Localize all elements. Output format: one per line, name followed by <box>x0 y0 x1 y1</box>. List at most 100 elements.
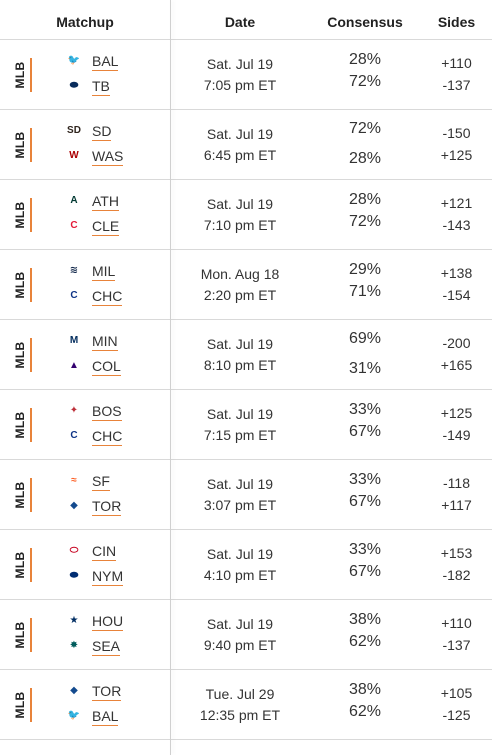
nationals-logo-icon: W <box>69 150 79 161</box>
home-team-abbr[interactable]: CHC <box>92 288 123 306</box>
away-team-abbr[interactable]: SD <box>92 123 112 141</box>
consensus-home: 67% <box>348 493 382 510</box>
table-row[interactable]: MLB SD SD W WAS Sat. Jul 19 6:45 pm ET 7… <box>0 110 492 180</box>
table-row[interactable]: MLB ◆ TOR 🐦 BAL Tue. Jul 29 12:35 pm ET … <box>0 670 492 740</box>
away-team[interactable]: ✦ BOS <box>66 401 166 421</box>
away-team[interactable]: M MIN <box>66 331 166 351</box>
home-moneyline[interactable]: -143 <box>442 217 471 233</box>
home-team[interactable]: ◆ TOR <box>66 496 166 516</box>
table-row[interactable]: MLB ≈ SF ◆ TOR Sat. Jul 19 3:07 pm ET 33… <box>0 460 492 530</box>
table-row[interactable]: MLB ≋ MIL C CHC Mon. Aug 18 2:20 pm ET 2… <box>0 250 492 320</box>
home-team-abbr[interactable]: TB <box>92 78 110 96</box>
league-label: MLB <box>10 478 32 512</box>
home-moneyline[interactable]: -149 <box>442 427 471 443</box>
home-moneyline[interactable]: -137 <box>442 637 471 653</box>
table-row[interactable]: MLB M MIN ▲ COL Sat. Jul 19 8:10 pm ET 6… <box>0 320 492 390</box>
sides-column-header[interactable]: Sides <box>437 14 476 30</box>
table-row[interactable]: MLB A ATH C CLE Sat. Jul 19 7:10 pm ET 2… <box>0 180 492 250</box>
league-label: MLB <box>10 198 32 232</box>
away-team[interactable]: ≋ MIL <box>66 261 166 281</box>
consensus-away: 33% <box>348 401 382 418</box>
home-moneyline[interactable]: +165 <box>440 357 473 373</box>
table-row[interactable]: MLB ⬭ CIN ⬬ NYM Sat. Jul 19 4:10 pm ET 3… <box>0 530 492 600</box>
home-team[interactable]: C CLE <box>66 216 166 236</box>
consensus-home: 62% <box>348 703 382 720</box>
away-team[interactable]: ◆ TOR <box>66 681 166 701</box>
home-team-abbr[interactable]: TOR <box>92 498 122 516</box>
home-team-abbr[interactable]: SEA <box>92 638 121 656</box>
away-team[interactable]: ≈ SF <box>66 471 166 491</box>
game-time: 3:07 pm ET <box>203 497 277 513</box>
away-moneyline[interactable]: +110 <box>441 615 472 631</box>
league-accent-bar <box>30 548 32 582</box>
league-text: MLB <box>13 61 27 89</box>
league-label: MLB <box>10 618 32 652</box>
away-team-abbr[interactable]: ATH <box>92 193 119 211</box>
date-column-header[interactable]: Date <box>224 14 256 30</box>
league-text: MLB <box>13 691 27 719</box>
away-team[interactable]: ★ HOU <box>66 611 166 631</box>
consensus-column-header[interactable]: Consensus <box>327 14 403 30</box>
away-moneyline[interactable]: +105 <box>440 685 473 701</box>
away-moneyline[interactable]: -200 <box>442 335 471 351</box>
game-time: 2:20 pm ET <box>203 287 277 303</box>
away-team[interactable]: A ATH <box>66 191 166 211</box>
home-team[interactable]: 🐦 BAL <box>66 706 166 726</box>
away-team-abbr[interactable]: BAL <box>92 53 119 71</box>
astros-logo-icon: ★ <box>69 615 79 626</box>
table-row[interactable]: MLB ★ HOU ✸ SEA Sat. Jul 19 9:40 pm ET 3… <box>0 600 492 670</box>
away-team[interactable]: 🐦 BAL <box>66 51 166 71</box>
home-team[interactable]: ▲ COL <box>66 356 166 376</box>
orioles-logo-icon: 🐦 <box>67 710 81 721</box>
consensus-away: 38% <box>348 681 382 698</box>
home-moneyline[interactable]: -154 <box>442 287 471 303</box>
home-team-abbr[interactable]: BAL <box>92 708 119 726</box>
home-moneyline[interactable]: -182 <box>442 567 471 583</box>
away-team[interactable]: ⬭ CIN <box>66 541 166 561</box>
home-team[interactable]: ⬬ TB <box>66 76 166 96</box>
home-team[interactable]: W WAS <box>66 146 166 166</box>
away-team-abbr[interactable]: SF <box>92 473 110 491</box>
home-moneyline[interactable]: +125 <box>440 147 473 163</box>
away-team-abbr[interactable]: CIN <box>92 543 117 561</box>
away-moneyline[interactable]: -150 <box>442 125 471 141</box>
home-moneyline[interactable]: -125 <box>442 707 471 723</box>
away-moneyline[interactable]: +153 <box>440 545 473 561</box>
away-team-abbr[interactable]: TOR <box>92 683 122 701</box>
league-label: MLB <box>10 408 32 442</box>
away-moneyline[interactable]: -118 <box>443 475 470 491</box>
home-moneyline[interactable]: +117 <box>441 497 472 513</box>
orioles-logo-icon: 🐦 <box>67 55 81 66</box>
away-team-abbr[interactable]: MIN <box>92 333 118 351</box>
home-team-abbr[interactable]: COL <box>92 358 121 376</box>
home-team-abbr[interactable]: CHC <box>92 428 123 446</box>
table-row[interactable]: MLB 🐦 BAL ⬬ TB Sat. Jul 19 7:05 pm ET 28… <box>0 40 492 110</box>
game-date: Sat. Jul 19 <box>206 616 274 632</box>
away-moneyline[interactable]: +121 <box>440 195 473 211</box>
padres-logo-icon: SD <box>67 125 81 136</box>
away-moneyline[interactable]: +110 <box>441 55 472 71</box>
away-team-abbr[interactable]: BOS <box>92 403 122 421</box>
home-team[interactable]: C CHC <box>66 426 166 446</box>
game-date: Sat. Jul 19 <box>206 406 274 422</box>
consensus-home: 28% <box>348 150 382 167</box>
home-team-abbr[interactable]: CLE <box>92 218 120 236</box>
home-team[interactable]: ✸ SEA <box>66 636 166 656</box>
away-team-abbr[interactable]: MIL <box>92 263 116 281</box>
table-row[interactable]: MLB ✦ BOS C CHC Sat. Jul 19 7:15 pm ET 3… <box>0 390 492 460</box>
consensus-away: 33% <box>348 471 382 488</box>
reds-logo-icon: ⬭ <box>69 545 79 556</box>
away-team-abbr[interactable]: HOU <box>92 613 124 631</box>
home-team-abbr[interactable]: WAS <box>92 148 124 166</box>
away-team[interactable]: SD SD <box>66 121 166 141</box>
home-moneyline[interactable]: -137 <box>442 77 471 93</box>
away-moneyline[interactable]: +138 <box>440 265 473 281</box>
home-team[interactable]: ⬬ NYM <box>66 566 166 586</box>
consensus-home: 72% <box>348 73 382 90</box>
league-label: MLB <box>10 58 32 92</box>
home-team[interactable]: C CHC <box>66 286 166 306</box>
away-moneyline[interactable]: +125 <box>440 405 473 421</box>
home-team-abbr[interactable]: NYM <box>92 568 124 586</box>
league-text: MLB <box>13 551 27 579</box>
matchup-column-header[interactable]: Matchup <box>56 14 114 30</box>
